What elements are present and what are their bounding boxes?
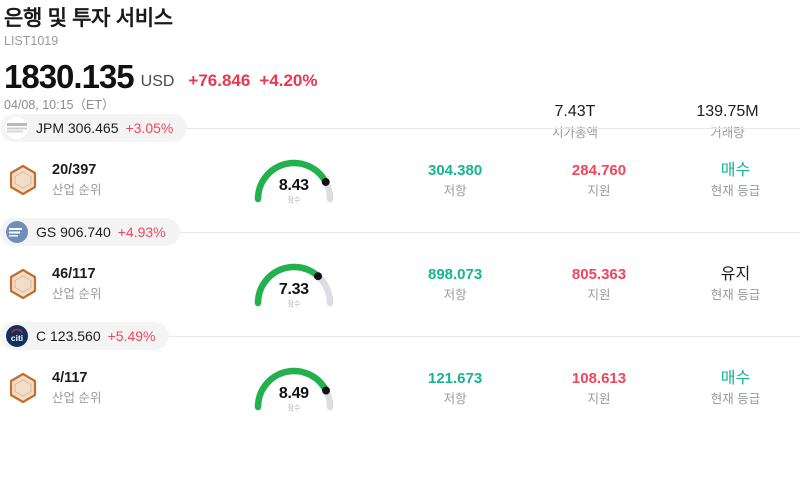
industry-rank-label: 산업 순위: [52, 287, 102, 301]
score-value: 7.33: [278, 281, 309, 298]
resistance-value: 898.073: [427, 265, 483, 283]
stock-pill-c[interactable]: citi C 123.560 +5.49%: [0, 322, 170, 350]
stock-pill-gs[interactable]: GS 906.740 +4.93%: [0, 218, 180, 246]
industry-rank-cell: 4/117 산업 순위: [0, 368, 205, 408]
rating-label: 현재 등급: [710, 184, 761, 198]
index-stats: 7.43T 시가총액 139.75M 거래량: [495, 101, 800, 142]
stock-section-gs: GS 906.740 +4.93% 46/117 산업 순위 7.33 점수 898.073…: [0, 217, 800, 321]
industry-rank-label: 산업 순위: [52, 391, 102, 405]
resistance-value: 304.380: [427, 161, 483, 179]
section-divider: [179, 231, 800, 233]
score-value: 8.43: [278, 177, 309, 194]
industry-rank-hexagon-icon: [6, 371, 40, 405]
score-value: 8.49: [278, 385, 309, 402]
industry-rank-value: 20/397: [52, 162, 97, 178]
section-divider: [169, 335, 800, 337]
score-cell: 7.33 점수: [205, 255, 384, 313]
index-change-percent: +4.20%: [259, 71, 318, 90]
support-label: 지원: [587, 183, 611, 198]
rating-value: 유지: [720, 266, 751, 283]
industry-rank-cell: 46/117 산업 순위: [0, 264, 205, 304]
index-change-group: +76.846 +4.20%: [188, 71, 317, 95]
jpmorgan-logo: [6, 117, 28, 139]
resistance-label: 저항: [443, 183, 467, 198]
index-quote-row: 1830.135 USD +76.846 +4.20% 7.43T 시가총액 1…: [4, 58, 800, 141]
resistance-cell: 898.073 저항: [383, 265, 527, 304]
stock-list: JPM 306.465 +3.05% 20/397 산업 순위 8.43 점수 304.38…: [0, 113, 800, 425]
industry-rank-value: 46/117: [52, 266, 96, 282]
score-label: 점수: [287, 301, 301, 308]
market-cap-value: 7.43T: [554, 103, 596, 120]
stock-change-percent: +3.05%: [125, 120, 174, 136]
score-gauge: 8.43 점수: [248, 151, 340, 209]
rating-value: 매수: [720, 370, 751, 387]
stock-ticker-price: C 123.560: [36, 328, 101, 344]
stock-pill-jpm[interactable]: JPM 306.465 +3.05%: [0, 114, 188, 142]
resistance-value: 121.673: [427, 369, 483, 387]
stock-section-c: citi C 123.560 +5.49% 4/117 산업 순위 8.49 점수 121.6…: [0, 321, 800, 425]
stock-header-line: citi C 123.560 +5.49%: [0, 321, 800, 351]
industry-rank-value: 4/117: [52, 370, 88, 386]
page-title: 은행 및 투자 서비스: [4, 7, 173, 30]
resistance-cell: 304.380 저항: [383, 161, 527, 200]
resistance-cell: 121.673 저항: [383, 369, 527, 408]
support-label: 지원: [587, 287, 611, 302]
index-price: 1830.135: [4, 58, 135, 95]
quote-timestamp: 04/08, 10:15（ET）: [4, 98, 115, 112]
stock-header-line: JPM 306.465 +3.05%: [0, 113, 800, 143]
support-label: 지원: [587, 391, 611, 406]
volume-value: 139.75M: [696, 103, 759, 120]
stock-change-percent: +5.49%: [107, 328, 156, 344]
resistance-label: 저항: [443, 287, 467, 302]
stock-ticker-price: JPM 306.465: [36, 120, 119, 136]
score-cell: 8.49 점수: [205, 359, 384, 417]
industry-rank-cell: 20/397 산업 순위: [0, 160, 205, 200]
rating-label: 현재 등급: [710, 288, 761, 302]
support-cell: 284.760 지원: [527, 161, 671, 200]
index-change-absolute: +76.846: [188, 71, 251, 90]
svg-text:citi: citi: [11, 333, 23, 343]
support-value: 805.363: [571, 265, 627, 283]
volume-stat: 139.75M 거래량: [655, 101, 800, 142]
support-value: 108.613: [571, 369, 627, 387]
industry-rank-hexagon-icon: [6, 267, 40, 301]
stock-section-jpm: JPM 306.465 +3.05% 20/397 산업 순위 8.43 점수 304.38…: [0, 113, 800, 217]
volume-label: 거래량: [710, 126, 745, 140]
industry-rank-label: 산업 순위: [52, 183, 102, 197]
stock-ticker-price: GS 906.740: [36, 224, 111, 240]
support-value: 284.760: [571, 161, 627, 179]
section-divider: [187, 127, 800, 129]
market-cap-label: 시가총액: [551, 126, 598, 140]
stock-change-percent: +4.93%: [117, 224, 166, 240]
resistance-label: 저항: [443, 391, 467, 406]
goldman-sachs-logo: [6, 221, 28, 243]
market-cap-stat: 7.43T 시가총액: [495, 101, 655, 142]
score-gauge: 8.49 점수: [248, 359, 340, 417]
support-cell: 805.363 지원: [527, 265, 671, 304]
score-cell: 8.43 점수: [205, 151, 384, 209]
rating-label: 현재 등급: [710, 392, 761, 406]
citi-logo: citi: [6, 325, 28, 347]
page-header: 은행 및 투자 서비스 LIST1019 1830.135 USD +76.84…: [0, 0, 800, 141]
score-gauge: 7.33 점수: [248, 255, 340, 313]
stock-header-line: GS 906.740 +4.93%: [0, 217, 800, 247]
industry-rank-hexagon-icon: [6, 163, 40, 197]
score-label: 점수: [287, 405, 301, 412]
score-label: 점수: [287, 197, 301, 204]
rating-value: 매수: [720, 162, 751, 179]
index-currency: USD: [140, 73, 175, 90]
list-code: LIST1019: [4, 34, 59, 48]
support-cell: 108.613 지원: [527, 369, 671, 408]
